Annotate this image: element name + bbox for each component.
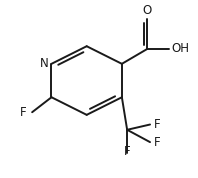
Text: OH: OH (171, 42, 189, 55)
Text: F: F (20, 106, 27, 119)
Text: O: O (143, 4, 152, 17)
Text: N: N (40, 57, 49, 70)
Text: F: F (153, 118, 160, 131)
Text: F: F (153, 136, 160, 149)
Text: F: F (124, 145, 130, 158)
